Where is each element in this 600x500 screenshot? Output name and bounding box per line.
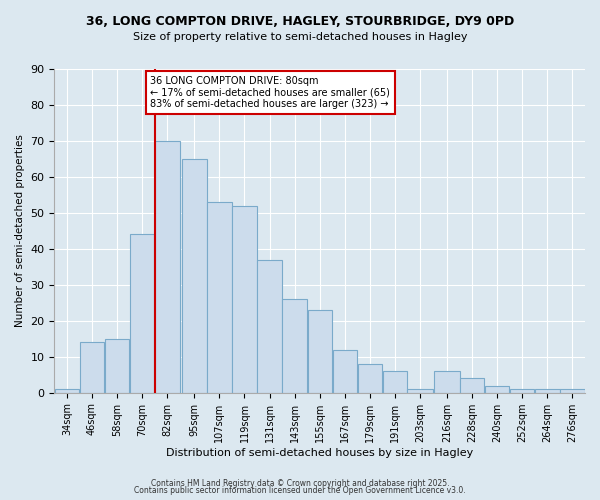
Text: Contains public sector information licensed under the Open Government Licence v3: Contains public sector information licen… xyxy=(134,486,466,495)
Bar xyxy=(383,371,407,392)
Bar xyxy=(232,206,257,392)
Bar xyxy=(80,342,104,392)
Bar xyxy=(560,389,584,392)
Text: 36, LONG COMPTON DRIVE, HAGLEY, STOURBRIDGE, DY9 0PD: 36, LONG COMPTON DRIVE, HAGLEY, STOURBRI… xyxy=(86,15,514,28)
Bar xyxy=(485,386,509,392)
Bar xyxy=(434,371,460,392)
Text: 36 LONG COMPTON DRIVE: 80sqm
← 17% of semi-detached houses are smaller (65)
83% : 36 LONG COMPTON DRIVE: 80sqm ← 17% of se… xyxy=(151,76,391,110)
Bar xyxy=(332,350,357,393)
Bar xyxy=(55,389,79,392)
Bar xyxy=(257,260,282,392)
X-axis label: Distribution of semi-detached houses by size in Hagley: Distribution of semi-detached houses by … xyxy=(166,448,473,458)
Bar xyxy=(407,389,433,392)
Text: Size of property relative to semi-detached houses in Hagley: Size of property relative to semi-detach… xyxy=(133,32,467,42)
Text: Contains HM Land Registry data © Crown copyright and database right 2025.: Contains HM Land Registry data © Crown c… xyxy=(151,478,449,488)
Bar xyxy=(283,299,307,392)
Bar xyxy=(535,389,560,392)
Bar xyxy=(207,202,232,392)
Bar xyxy=(130,234,154,392)
Bar xyxy=(182,159,207,392)
Bar xyxy=(155,141,180,393)
Bar xyxy=(308,310,332,392)
Bar xyxy=(460,378,484,392)
Bar xyxy=(358,364,382,392)
Y-axis label: Number of semi-detached properties: Number of semi-detached properties xyxy=(15,134,25,328)
Bar xyxy=(510,389,535,392)
Bar xyxy=(105,339,129,392)
